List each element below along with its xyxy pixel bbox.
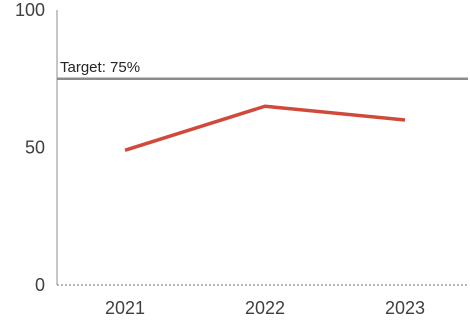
x-tick-label-2022: 2022 — [245, 298, 285, 318]
series-line-0 — [124, 104, 406, 152]
y-tick-label-50: 50 — [25, 138, 45, 158]
y-tick-label-100: 100 — [15, 0, 45, 20]
x-tick-label-2021: 2021 — [105, 298, 145, 318]
x-tick-label-2023: 2023 — [385, 298, 425, 318]
target-reference-line-group: Target: 75% — [57, 59, 468, 80]
x-axis-ticks: 2021 2022 2023 — [105, 298, 425, 318]
target-annotation: Target: 75% — [60, 59, 140, 76]
series-group — [124, 104, 406, 152]
y-axis-ticks: 0 50 100 — [15, 0, 45, 295]
chart-axes — [56, 10, 468, 286]
y-tick-label-0: 0 — [35, 275, 45, 295]
